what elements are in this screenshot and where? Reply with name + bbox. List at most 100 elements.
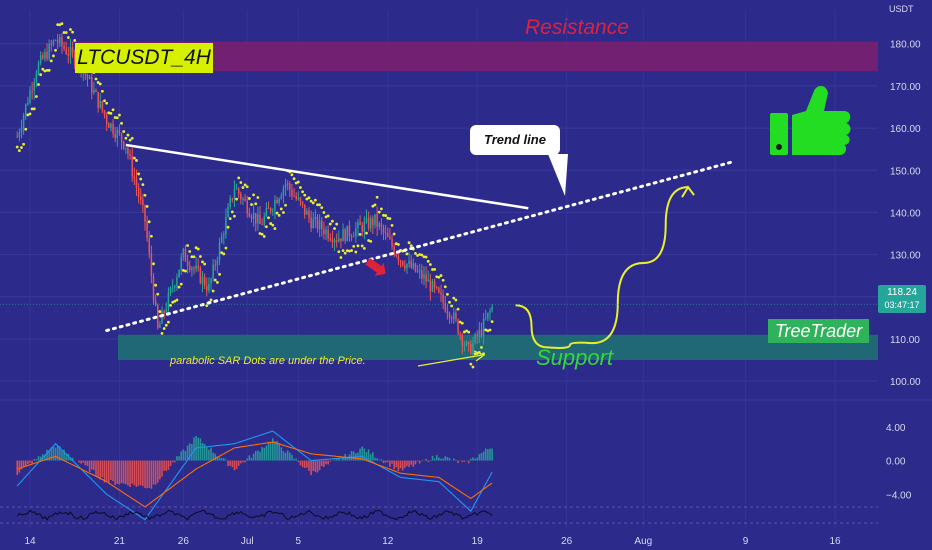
candle-body: [71, 47, 74, 53]
candle-body: [159, 323, 161, 328]
macd-bar: [476, 457, 479, 461]
macd-bar: [174, 460, 176, 463]
macd-bar: [452, 458, 455, 461]
candle-body: [414, 263, 417, 272]
macd-bar: [263, 447, 266, 461]
candle-body: [259, 214, 261, 225]
macd-bar: [110, 460, 112, 480]
candle-body: [465, 342, 468, 345]
macd-line: [16, 430, 493, 521]
macd-bar: [295, 458, 298, 461]
sar-dot: [175, 298, 179, 302]
sar-dot: [316, 203, 319, 207]
candle-body: [52, 40, 55, 45]
sar-dot: [156, 292, 160, 296]
macd-bar: [365, 452, 368, 461]
sar-dot: [218, 272, 221, 276]
sar-dot: [58, 23, 62, 27]
macd-bar: [78, 460, 80, 463]
macd-bar: [342, 457, 344, 461]
macd-bar: [229, 460, 231, 466]
candle-body: [118, 130, 121, 134]
candle-body: [261, 224, 263, 226]
macd-bar: [274, 441, 276, 461]
macd-bar: [82, 460, 85, 463]
macd-bar: [418, 460, 421, 464]
candle-body: [380, 223, 383, 228]
macd-tick-label: 4.00: [886, 423, 906, 434]
candle-body: [229, 198, 231, 208]
candle-body: [348, 225, 351, 237]
macd-bar: [31, 460, 33, 465]
candle-body: [42, 55, 44, 59]
macd-bar: [97, 460, 99, 478]
sar-dot: [448, 300, 451, 304]
candle-body: [374, 214, 376, 226]
sar-dot: [384, 214, 388, 217]
sar-dot: [201, 260, 204, 264]
macd-bar: [244, 460, 246, 463]
macd-bar: [225, 459, 227, 461]
sar-dot: [282, 211, 285, 214]
macd-bar: [133, 460, 136, 486]
sar-dot: [71, 30, 74, 34]
candle-body: [357, 221, 359, 229]
macd-bar: [433, 458, 436, 461]
sar-dot: [145, 205, 149, 208]
macd-bar: [487, 449, 489, 461]
macd-bar: [414, 460, 417, 465]
last-price-tag: 118.24 03:47:17: [878, 285, 926, 313]
macd-bar: [410, 460, 413, 465]
sar-dot: [443, 285, 447, 289]
macd-bar: [227, 460, 229, 467]
candle-body: [263, 216, 266, 225]
candle-body: [146, 221, 148, 239]
candle-body: [73, 52, 76, 66]
sar-dot: [171, 300, 175, 304]
brand-badge: TreeTrader: [768, 319, 869, 343]
candle-body: [335, 240, 338, 242]
candle-body: [54, 40, 57, 42]
candle-body: [110, 123, 112, 128]
macd-bar: [22, 460, 25, 468]
candle-body: [344, 229, 346, 242]
candle-body: [455, 312, 457, 320]
candle-body: [387, 232, 389, 238]
macd-bar: [289, 452, 291, 461]
sar-note-arrow: [417, 354, 483, 367]
candle-body: [212, 264, 214, 279]
sar-dot: [167, 320, 170, 324]
sar-dot: [41, 67, 45, 71]
macd-bar: [435, 455, 438, 461]
sar-dot: [371, 204, 375, 208]
sar-dot: [162, 327, 166, 330]
sar-dot: [369, 239, 373, 243]
candle-body: [20, 127, 23, 133]
sar-dot: [267, 216, 270, 220]
sar-dot: [271, 223, 275, 227]
time-tick-label: 14: [24, 536, 36, 547]
sar-dot: [362, 246, 366, 250]
candle-body: [135, 178, 138, 188]
macd-bar: [297, 460, 300, 463]
candle-body: [369, 218, 372, 229]
candle-body: [350, 236, 353, 238]
sar-dot: [237, 176, 241, 180]
sar-dot: [196, 247, 200, 251]
macd-bar: [116, 460, 119, 484]
sar-dot: [435, 275, 439, 279]
arrow-pointer-shape: [365, 258, 386, 276]
macd-bar: [291, 454, 293, 461]
candle-body: [69, 47, 72, 56]
time-tick-label: 26: [178, 536, 190, 547]
sar-annotation: parabolic SAR Dots are under the Price.: [170, 355, 366, 367]
sar-dot: [103, 99, 106, 103]
candle-body: [240, 194, 242, 200]
macd-bar: [284, 452, 287, 461]
macd-bar: [463, 460, 466, 462]
sar-dot: [147, 220, 151, 224]
macd-bar: [440, 458, 442, 461]
sar-dot: [205, 304, 209, 307]
candle-body: [329, 238, 332, 240]
